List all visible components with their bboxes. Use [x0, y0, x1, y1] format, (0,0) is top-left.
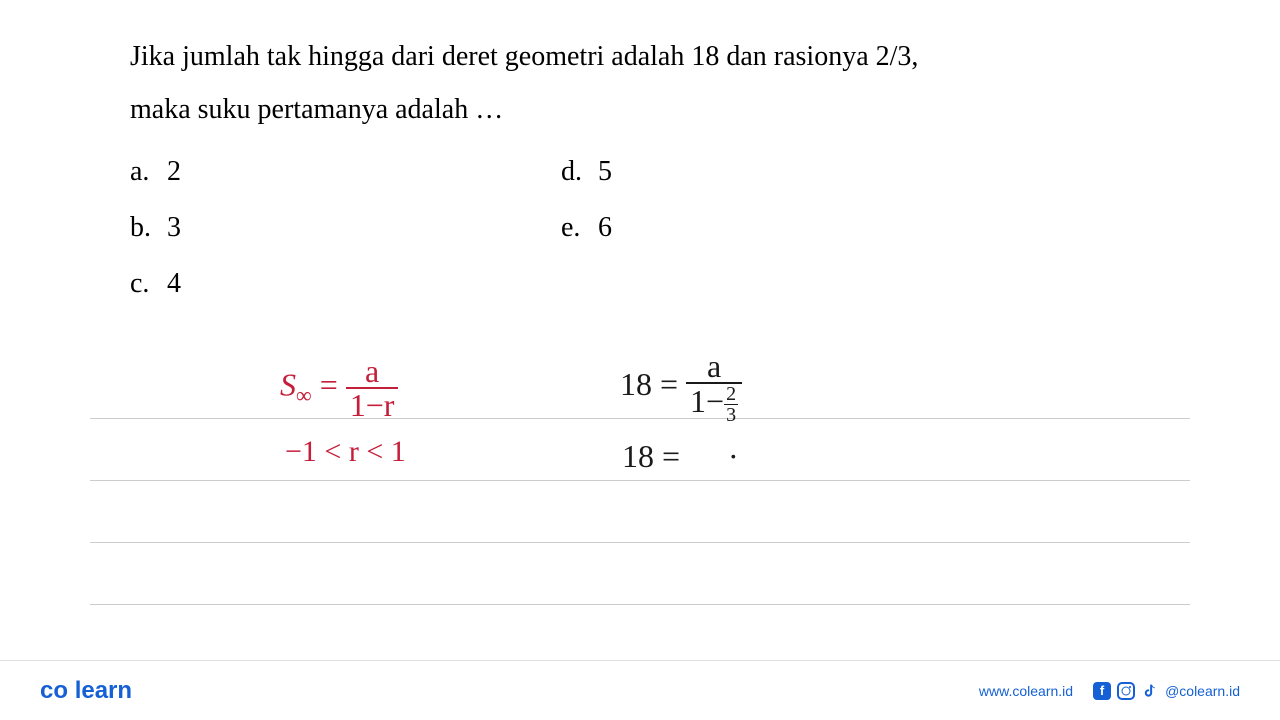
option-b-value: 3 — [167, 212, 181, 243]
options-left-column: a. 2 b. 3 c. 4 — [130, 156, 181, 300]
formula-substitution: 18 = a 1− 2 3 — [620, 350, 742, 425]
option-d-letter: d. — [561, 156, 591, 188]
dot-mark: · — [728, 438, 739, 474]
formula-partial: 18 = · — [622, 438, 739, 475]
social-handle: @colearn.id — [1165, 683, 1240, 699]
logo: co learn — [40, 677, 132, 705]
footer-right: www.colearn.id f @colearn.id — [979, 682, 1240, 700]
formula-s-infinity: S∞ = a 1−r — [280, 355, 398, 421]
option-b-letter: b. — [130, 212, 160, 244]
s-symbol: S — [280, 366, 296, 402]
logo-co: co — [40, 677, 68, 704]
question-line1: Jika jumlah tak hingga dari deret geomet… — [130, 41, 918, 72]
options-right-column: d. 5 e. 6 — [561, 156, 612, 300]
condition-text: −1 < r < 1 — [285, 435, 406, 469]
equals-sign: = — [320, 366, 346, 402]
footer: co learn www.colearn.id f @colearn.id — [0, 660, 1280, 720]
sub-denominator: 1− 2 3 — [686, 382, 742, 425]
options-container: a. 2 b. 3 c. 4 d. 5 e. 6 — [130, 156, 1150, 300]
formula-denominator: 1−r — [346, 387, 399, 421]
option-e: e. 6 — [561, 212, 612, 244]
ruled-line — [90, 480, 1190, 481]
instagram-icon — [1117, 682, 1135, 700]
option-c-value: 4 — [167, 268, 181, 299]
social-icons: f @colearn.id — [1093, 682, 1240, 700]
eighteen-equals-2: 18 = — [622, 438, 680, 474]
eighteen-equals: 18 = — [620, 366, 686, 402]
option-b: b. 3 — [130, 212, 181, 244]
question-text: Jika jumlah tak hingga dari deret geomet… — [130, 30, 1150, 136]
option-a-value: 2 — [167, 156, 181, 187]
ruled-line — [90, 604, 1190, 605]
ruled-line — [90, 542, 1190, 543]
sub-numerator: a — [703, 350, 725, 382]
option-a: a. 2 — [130, 156, 181, 188]
option-e-letter: e. — [561, 212, 591, 244]
option-d-value: 5 — [598, 156, 612, 187]
option-c-letter: c. — [130, 268, 160, 300]
option-d: d. 5 — [561, 156, 612, 188]
website-url: www.colearn.id — [979, 683, 1073, 699]
question-line2: maka suku pertamanya adalah … — [130, 94, 503, 125]
facebook-icon: f — [1093, 682, 1111, 700]
logo-learn: learn — [75, 677, 132, 704]
formula-numerator: a — [361, 355, 383, 387]
option-e-value: 6 — [598, 212, 612, 243]
tiktok-icon — [1141, 682, 1159, 700]
option-c: c. 4 — [130, 268, 181, 300]
option-a-letter: a. — [130, 156, 160, 188]
infinity-subscript: ∞ — [296, 383, 312, 408]
